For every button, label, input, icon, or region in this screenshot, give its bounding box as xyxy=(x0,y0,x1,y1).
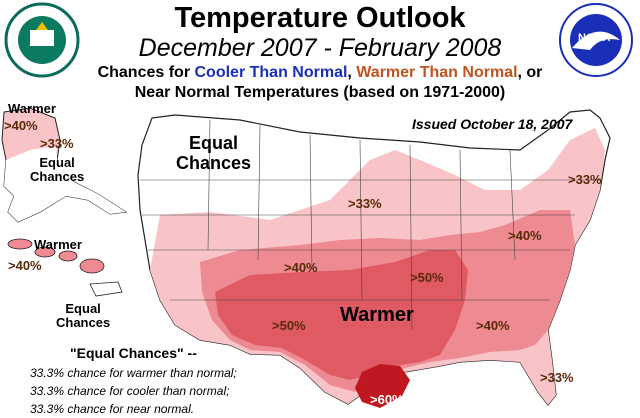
pct-sw-40: >40% xyxy=(284,260,318,275)
alaska-equal xyxy=(4,146,126,222)
pct-se-40: >40% xyxy=(476,318,510,333)
legend-warmer: Warmer Than Normal xyxy=(356,64,518,81)
pct-plains-33: >33% xyxy=(348,196,382,211)
legend-suffix: , or xyxy=(517,64,543,81)
conus-equal-label: Equal Chances xyxy=(176,133,252,173)
shade-60 xyxy=(355,364,410,408)
pct-tx-50: >50% xyxy=(272,318,306,333)
state-lines xyxy=(140,119,600,331)
shade-50 xyxy=(215,250,468,380)
hawaii-islands xyxy=(7,238,105,274)
pct-ne-33: >33% xyxy=(568,172,602,187)
note-line-1: 33.3% chance for warmer than normal; xyxy=(30,366,237,380)
legend-prefix: Chances for xyxy=(97,64,195,81)
page-title: Temperature Outlook xyxy=(174,2,466,34)
pct-fl-33: >33% xyxy=(540,370,574,385)
conus-warmer-label: Warmer xyxy=(340,304,414,326)
alaska-equal-label: Equal Chances xyxy=(30,155,85,185)
pr-equal-label: Equal Chances xyxy=(56,301,111,331)
noaa-text: NOAA xyxy=(578,32,611,44)
note-line-3: 33.3% chance for near normal. xyxy=(30,402,195,416)
noaa-logo xyxy=(559,3,633,77)
hawaii-pct-40: >40% xyxy=(8,258,42,273)
note-line-2: 33.3% chance for cooler than normal; xyxy=(30,384,230,398)
legend-line-1: Chances for Cooler Than Normal, Warmer T… xyxy=(0,64,640,82)
equal-chances-note-title: "Equal Chances" -- xyxy=(70,345,197,361)
legend-cooler: Cooler Than Normal xyxy=(194,64,348,81)
hawaii-warmer-label: Warmer xyxy=(34,237,82,252)
page-subtitle: December 2007 - February 2008 xyxy=(138,34,502,62)
issued-date: Issued October 18, 2007 xyxy=(412,116,573,132)
alaska-warmer-label: Warmer xyxy=(8,101,56,116)
pct-south-50: >50% xyxy=(410,270,444,285)
pct-mw-40: >40% xyxy=(508,228,542,243)
pr-land xyxy=(89,281,123,297)
legend-sep: , xyxy=(347,64,357,81)
doc-seal xyxy=(4,2,80,78)
alaska-pct-33: >33% xyxy=(40,136,74,151)
alaska-pct-40: >40% xyxy=(4,118,38,133)
pct-tx-60: >60% xyxy=(370,392,404,407)
legend-line-2: Near Normal Temperatures (based on 1971-… xyxy=(134,84,506,101)
